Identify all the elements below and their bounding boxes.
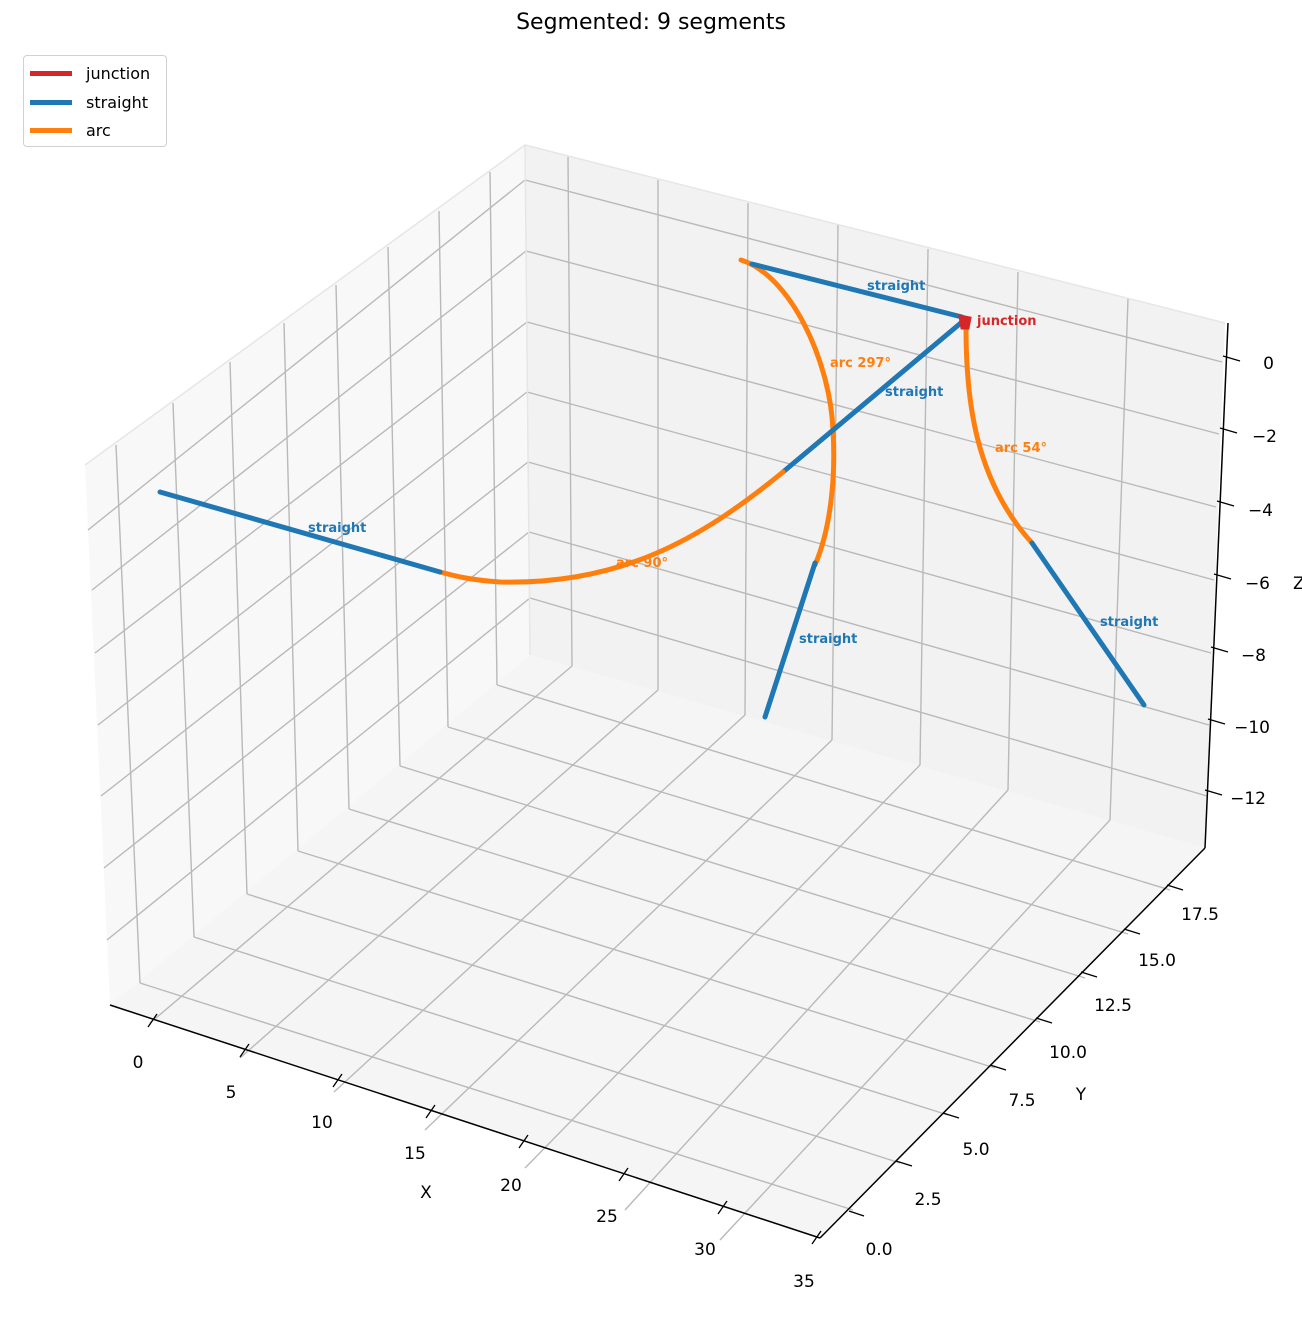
legend-swatch-straight	[30, 99, 72, 105]
segment-arc-54	[963, 325, 1035, 546]
x-axis-label: X	[420, 1183, 432, 1203]
x-axis-ticks	[147, 1013, 822, 1245]
x-tick-label: 35	[793, 1272, 815, 1292]
y-tick-label: 17.5	[1181, 905, 1219, 925]
x-tick-label: 30	[694, 1240, 716, 1260]
annotation-straight: straight	[885, 385, 943, 400]
annotation-junction: junction	[976, 314, 1037, 329]
y-tick-label: 12.5	[1094, 996, 1132, 1016]
legend-label: straight	[86, 92, 149, 112]
y-tick-label: 2.5	[914, 1190, 941, 1210]
junction-marker	[958, 314, 972, 330]
axis-panes	[85, 145, 1225, 1238]
legend: junction straight arc	[23, 55, 167, 147]
annotation-arc-90: arc 90°	[616, 556, 668, 571]
legend-swatch-junction	[30, 70, 72, 76]
y-tick-label: 5.0	[962, 1140, 989, 1160]
axis-lines	[109, 322, 1229, 1239]
x-tick-label: 0	[133, 1053, 144, 1073]
z-tick-label: −2	[1252, 427, 1277, 447]
y-tick-label: 10.0	[1049, 1043, 1087, 1063]
y-tick-label: 7.5	[1008, 1091, 1035, 1111]
x-tick-label: 25	[596, 1207, 618, 1227]
segments	[157, 257, 1147, 720]
segment-arc-90	[437, 469, 786, 585]
z-tick-label: −10	[1234, 718, 1270, 738]
z-tick-label: −6	[1245, 574, 1270, 594]
legend-item-junction: junction	[30, 63, 150, 83]
segment-straight	[1029, 540, 1147, 708]
z-axis-label: Z	[1293, 574, 1302, 594]
legend-item-straight: straight	[30, 92, 148, 112]
chart-title: Segmented: 9 segments	[516, 10, 786, 35]
z-tick-label: −12	[1230, 789, 1266, 809]
legend-label: arc	[86, 120, 111, 140]
z-tick-label: −8	[1241, 646, 1266, 666]
x-tick-label: 20	[500, 1176, 522, 1196]
z-axis-tick-labels: 0 −2 −4 −6 −8 −10 −12 Z	[1230, 354, 1302, 809]
annotation-arc-54: arc 54°	[995, 441, 1047, 456]
annotation-arc-297: arc 297°	[830, 356, 891, 371]
legend-label: junction	[86, 63, 151, 83]
x-axis-tick-labels: 0 5 10 15 20 25 30 35 X	[133, 1053, 815, 1292]
segment-annotations: straight junction arc 297° straight arc …	[308, 279, 1158, 647]
z-axis-ticks	[1204, 355, 1241, 796]
y-axis-tick-labels: 0.0 2.5 5.0 7.5 10.0 12.5 15.0 17.5 Y	[865, 905, 1218, 1260]
y-tick-label: 0.0	[865, 1240, 892, 1260]
annotation-straight: straight	[799, 632, 857, 647]
legend-swatch-arc	[30, 127, 72, 133]
annotation-straight: straight	[867, 279, 925, 294]
z-tick-label: 0	[1263, 354, 1274, 374]
pane-edges	[84, 144, 1226, 656]
y-axis-label: Y	[1075, 1085, 1087, 1105]
grid-lines	[87, 156, 1223, 1241]
legend-item-arc: arc	[30, 120, 111, 140]
segment-straight	[780, 319, 965, 475]
segment-straight	[762, 560, 818, 720]
x-tick-label: 15	[404, 1144, 426, 1164]
y-tick-label: 15.0	[1138, 951, 1176, 971]
x-tick-label: 10	[311, 1113, 333, 1133]
z-tick-label: −4	[1248, 501, 1273, 521]
x-tick-label: 5	[226, 1083, 237, 1103]
segment-straight	[749, 261, 965, 320]
segment-straight	[157, 489, 443, 575]
annotation-straight: straight	[308, 521, 366, 536]
y-axis-ticks	[848, 884, 1184, 1217]
annotation-straight: straight	[1100, 615, 1158, 630]
segment-arc-297	[738, 257, 837, 568]
